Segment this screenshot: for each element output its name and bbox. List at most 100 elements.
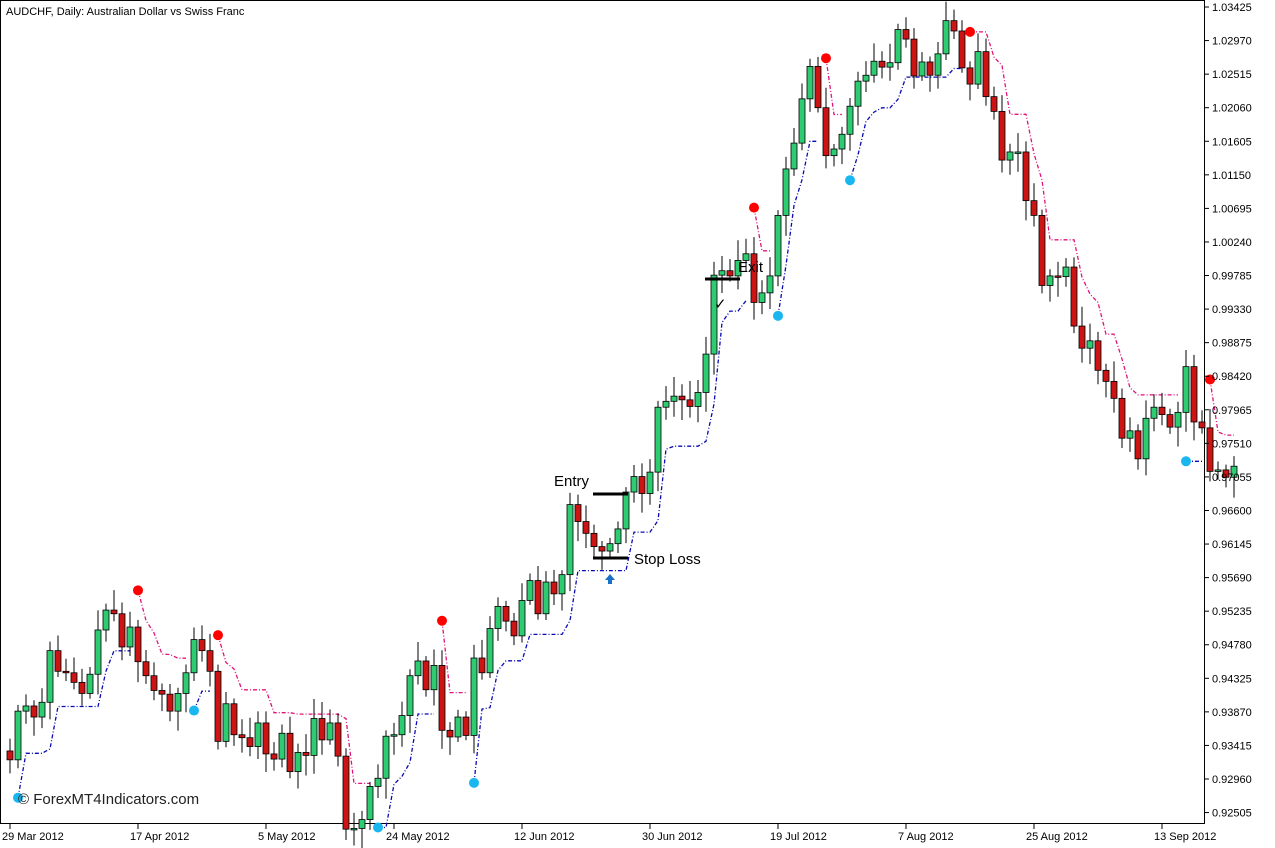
candle-body [1022,151,1030,202]
candle-body [1006,151,1014,161]
lower-trailing-stop [473,300,747,783]
price-tick-label: 1.02060 [1212,103,1252,115]
candle-body [270,753,278,760]
candle-body [1230,465,1238,478]
price-tick-label: 0.95235 [1212,606,1252,618]
candle-body [430,664,438,691]
candle-body [1126,430,1134,439]
candle-body [174,693,182,712]
candle-body [998,110,1006,161]
exit-label: Exit [738,259,764,276]
candle-body [198,639,206,652]
time-tick-label: 25 Aug 2012 [1026,831,1088,843]
candle-body [774,215,782,277]
time-tick-label: 5 May 2012 [258,831,315,843]
candle-body [206,650,214,672]
symbol-title: AUDCHF, Daily: Australian Dollar vs Swis… [6,6,245,18]
candle-body [726,270,734,277]
candle-body [1222,469,1230,478]
buy-signal-dot [13,792,23,803]
trade-annotations: Entry Stop Loss Exit ✓ [554,259,764,584]
plot-area-border [0,0,1205,824]
price-tick-label: 0.97510 [1212,438,1252,450]
price-tick-label: 0.96600 [1212,505,1252,517]
candle-body [662,400,670,408]
candle-body [582,521,590,534]
candle-body [886,62,894,68]
candle-body [1030,200,1038,216]
candle-body [70,672,78,683]
candle-body [646,471,654,494]
candle-body [62,670,70,674]
time-tick-label: 29 Mar 2012 [2,831,64,843]
candle-body [686,399,694,407]
time-tick-label: 30 Jun 2012 [642,831,703,843]
upper-trailing-stop [970,31,1178,396]
candle-body [1134,430,1142,460]
candle-body [598,546,606,552]
candle-body [614,528,622,545]
candle-body [1014,151,1022,154]
candle-body [1054,275,1062,278]
price-tick-label: 0.99785 [1212,271,1252,283]
candle-body [982,51,990,98]
candle-body [734,260,742,277]
candle-body [102,609,110,631]
candle-body [118,613,126,648]
candles [6,1,1238,848]
time-tick-label: 19 Jul 2012 [770,831,827,843]
price-tick-label: 0.94325 [1212,673,1252,685]
buy-arrow-icon [605,574,615,584]
sell-signal-dot [965,26,975,37]
candle-body [478,657,486,674]
candle-body [974,51,982,85]
candle-body [838,133,846,150]
price-tick-label: 0.97055 [1212,472,1252,484]
candle-body [990,96,998,112]
price-tick-label: 0.92505 [1212,808,1252,820]
candle-body [454,716,462,738]
candle-body [846,105,854,135]
candle-body [574,504,582,522]
price-tick-label: 0.95690 [1212,573,1252,585]
candle-body [606,543,614,552]
price-tick-label: 1.01605 [1212,136,1252,148]
sell-signal-dot [133,585,143,596]
candle-body [294,752,302,773]
price-tick-label: 1.02970 [1212,36,1252,48]
candle-body [6,750,14,761]
upper-trailing-stop [1209,379,1234,436]
time-tick-label: 7 Aug 2012 [898,831,954,843]
candle-body [30,705,38,718]
candle-body [518,600,526,637]
candle-body [1166,414,1174,428]
entry-label: Entry [554,473,590,490]
time-tick-label: 24 May 2012 [386,831,450,843]
buy-signal-dot [373,822,383,833]
candle-body [918,61,926,77]
candle-body [414,660,422,677]
candle-body [1158,406,1166,415]
candle-body [22,705,30,712]
candle-body [246,737,254,747]
candle-body [526,580,534,601]
candle-body [694,392,702,407]
price-tick-label: 1.00240 [1212,237,1252,249]
candle-body [142,661,150,677]
candle-body [366,785,374,820]
candle-body [126,626,134,648]
candle-body [1102,369,1110,382]
candle-body [470,657,478,736]
candle-body [1086,340,1094,349]
time-axis: 29 Mar 2012 17 Apr 2012 5 May 2012 24 May 2… [2,824,1216,843]
candle-body [182,672,190,694]
time-tick-label: 17 Apr 2012 [130,831,189,843]
candle-body [190,639,198,674]
candle-body [230,703,238,736]
candle-body [326,722,334,741]
candle-body [830,148,838,157]
candle-body [862,74,870,82]
signal-dots [13,26,1215,833]
candle-body [958,30,966,69]
